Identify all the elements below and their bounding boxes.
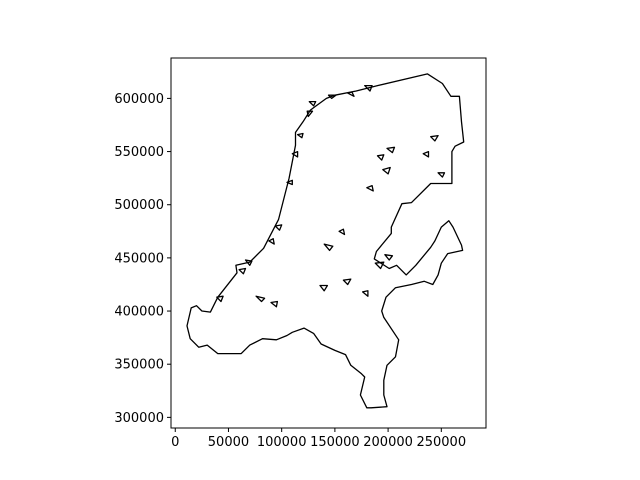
y-tick-label: 550000 [114,145,164,160]
island-outline [216,295,224,303]
island-outline [386,146,396,154]
island-outline [437,172,446,178]
map-marks [186,73,465,409]
x-tick-label: 250000 [416,435,466,450]
island-outline [374,261,385,270]
island-outline [338,228,346,236]
island-outline [244,259,253,266]
x-axis: 0 50000 100000 150000 200000 250000 [171,428,466,450]
island-outline [382,166,391,175]
island-outline [270,300,279,308]
axes-frame [170,57,487,429]
island-outline [376,154,385,161]
x-tick-label: 0 [171,435,179,450]
island-outline [274,224,283,231]
island-outline [319,284,329,292]
island-outline [361,290,369,297]
y-axis: 300000 350000 400000 450000 500000 550000 6000… [114,92,171,426]
island-outline [366,184,374,192]
y-tick-label: 400000 [114,305,164,320]
y-tick-label: 350000 [114,358,164,373]
y-tick-label: 500000 [114,198,164,213]
island-outline [268,238,275,245]
country-boundary [186,73,465,409]
island-outline [308,100,317,107]
island-outline [291,150,299,158]
island-outline [296,132,304,139]
x-tick-label: 150000 [310,435,360,450]
island-outline [306,110,314,118]
island-outline [384,254,394,261]
island-outline [422,150,430,158]
y-tick-label: 300000 [114,411,164,426]
island-outline [286,179,293,186]
x-tick-label: 50000 [208,435,249,450]
island-outline [255,295,266,303]
x-tick-label: 200000 [363,435,413,450]
island-outline [347,91,355,97]
island-outline [430,134,439,142]
island-outline [364,84,373,92]
island-outline [342,278,352,286]
island-outline [327,94,337,100]
y-tick-label: 450000 [114,251,164,266]
island-outline [238,267,247,275]
x-tick-label: 100000 [257,435,307,450]
y-tick-label: 600000 [114,92,164,107]
island-outline [323,243,334,252]
